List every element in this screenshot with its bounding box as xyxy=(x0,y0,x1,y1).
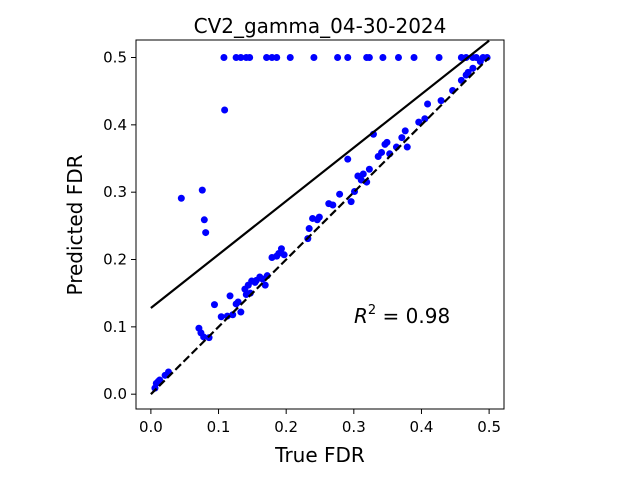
data-point xyxy=(246,54,254,62)
data-point xyxy=(378,148,386,156)
data-point xyxy=(198,186,206,194)
data-point xyxy=(403,143,411,151)
x-tick-label: 0.5 xyxy=(477,418,501,436)
plot-area xyxy=(150,40,491,395)
data-point xyxy=(437,97,445,105)
data-point xyxy=(379,54,387,62)
y-tick-label: 0.4 xyxy=(103,116,127,134)
data-point xyxy=(221,106,229,114)
y-tick-label: 0.2 xyxy=(103,251,127,269)
fit-line xyxy=(150,40,490,309)
x-tick-label: 0.1 xyxy=(207,418,231,436)
data-point xyxy=(315,213,323,221)
data-point xyxy=(200,333,208,341)
data-point xyxy=(344,54,352,62)
data-point xyxy=(156,376,164,384)
data-point xyxy=(365,54,373,62)
data-point xyxy=(237,308,245,316)
data-point xyxy=(277,245,285,253)
data-point xyxy=(336,190,344,198)
data-point xyxy=(347,198,355,206)
data-point xyxy=(415,118,423,126)
data-point xyxy=(280,251,288,259)
y-axis: 0.0 0.1 0.2 0.3 0.4 0.5 xyxy=(103,49,136,403)
data-point xyxy=(334,54,342,62)
data-point xyxy=(202,229,210,237)
data-point xyxy=(424,100,432,108)
r-squared-symbol: R xyxy=(354,304,368,328)
data-point xyxy=(383,138,391,146)
x-axis: 0.0 0.1 0.2 0.3 0.4 0.5 xyxy=(139,409,501,436)
data-point xyxy=(261,281,269,289)
data-point xyxy=(217,313,225,321)
data-point xyxy=(263,54,271,62)
plot-marks xyxy=(150,40,491,395)
data-point xyxy=(237,54,245,62)
data-point xyxy=(394,54,402,62)
data-point xyxy=(435,54,443,62)
data-point xyxy=(329,201,337,209)
r-squared-exponent: 2 xyxy=(368,303,376,318)
data-point xyxy=(359,170,367,178)
y-axis-label: Predicted FDR xyxy=(63,154,87,295)
x-tick-label: 0.2 xyxy=(274,418,298,436)
data-point xyxy=(273,54,281,62)
plot-frame xyxy=(135,39,505,410)
data-point xyxy=(421,115,429,123)
y-tick-label: 0.1 xyxy=(103,318,127,336)
data-point xyxy=(286,54,294,62)
data-point xyxy=(234,298,242,306)
y-tick-label: 0.5 xyxy=(103,49,127,67)
data-point xyxy=(365,165,373,173)
data-point xyxy=(229,311,237,319)
x-axis-label: True FDR xyxy=(274,443,365,467)
data-point xyxy=(210,301,218,309)
data-point xyxy=(344,155,352,163)
x-tick-label: 0.0 xyxy=(139,418,163,436)
r-squared-value: = 0.98 xyxy=(376,304,450,328)
data-point xyxy=(200,216,208,224)
data-point xyxy=(472,54,480,62)
data-point xyxy=(464,68,472,76)
identity-dashed-line xyxy=(150,56,490,395)
data-point xyxy=(226,292,234,300)
data-point xyxy=(469,64,477,72)
y-tick-label: 0.0 xyxy=(103,385,127,403)
y-tick-label: 0.3 xyxy=(103,183,127,201)
x-tick-label: 0.4 xyxy=(410,418,434,436)
data-point xyxy=(398,134,406,142)
data-point xyxy=(220,54,228,62)
r-squared-annotation: R2 = 0.98 xyxy=(354,303,450,328)
chart-title: CV2_gamma_04-30-2024 xyxy=(194,14,447,38)
data-point xyxy=(401,127,409,135)
x-tick-label: 0.3 xyxy=(342,418,366,436)
data-point xyxy=(410,54,418,62)
data-point xyxy=(177,194,185,202)
data-point xyxy=(305,225,313,233)
data-point xyxy=(310,54,318,62)
